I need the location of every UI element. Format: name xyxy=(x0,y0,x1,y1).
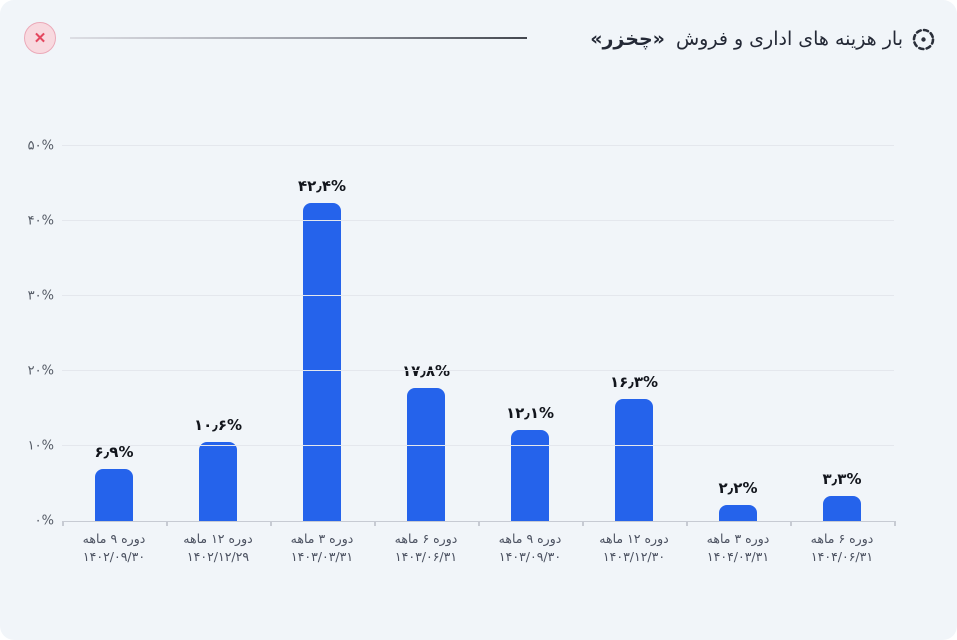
x-category-label: دوره ۶ ماهه ۱۴۰۳/۰۶/۳۱ xyxy=(374,530,478,566)
x-category-label: دوره ۹ ماهه ۱۴۰۳/۰۹/۳۰ xyxy=(478,530,582,566)
y-tick-label: ۴۰% xyxy=(27,213,54,229)
plot-area: ۶٫۹% ۱۰٫۶% ۴۲٫۴% ۱۷٫۸% ۱۲٫۱% ۱۶٫۳% ۲٫۲% ۳٫۳% xyxy=(62,145,896,526)
x-category-date: ۱۴۰۴/۰۶/۳۱ xyxy=(810,549,874,565)
x-category-period: دوره ۹ ماهه xyxy=(498,531,562,546)
x-category-date: ۱۴۰۴/۰۳/۳۱ xyxy=(706,549,770,565)
x-category-period: دوره ۱۲ ماهه xyxy=(599,531,669,546)
chart-header: بار هزینه های اداری و فروش «چخزر» xyxy=(590,22,937,56)
bar[interactable] xyxy=(511,430,549,521)
title-ticker: «چخزر» xyxy=(590,28,665,50)
bar-value-label: ۱۰٫۶% xyxy=(193,415,243,434)
bar-columns: ۶٫۹% ۱۰٫۶% ۴۲٫۴% ۱۷٫۸% ۱۲٫۱% ۱۶٫۳% ۲٫۲% ۳٫۳% xyxy=(62,146,894,521)
bar-value-label: ۴۲٫۴% xyxy=(297,177,347,195)
x-tick-mark xyxy=(790,521,792,526)
x-category-date: ۱۴۰۲/۱۲/۲۹ xyxy=(186,549,250,565)
y-tick-label: ۱۰% xyxy=(27,438,54,454)
dashed-circle-target-icon xyxy=(912,28,935,50)
x-category-label: دوره ۶ ماهه ۱۴۰۴/۰۶/۳۱ xyxy=(790,530,894,566)
x-category-date: ۱۴۰۳/۰۳/۳۱ xyxy=(290,549,354,565)
bar-value-label: ۲٫۲% xyxy=(718,478,758,497)
x-category-label: دوره ۳ ماهه ۱۴۰۴/۰۳/۳۱ xyxy=(686,530,790,566)
x-category-label: دوره ۱۲ ماهه ۱۴۰۳/۱۲/۳۰ xyxy=(582,530,686,566)
x-category-period: دوره ۳ ماهه xyxy=(706,531,770,546)
x-tick-mark xyxy=(686,521,688,526)
x-category-label: دوره ۱۲ ماهه ۱۴۰۲/۱۲/۲۹ xyxy=(166,530,270,566)
x-category-period: دوره ۶ ماهه xyxy=(810,531,874,546)
x-close-icon: ✕ xyxy=(33,29,47,47)
bar-value-label: ۳٫۳% xyxy=(822,470,862,489)
bar[interactable] xyxy=(719,504,757,521)
y-axis-labels: ۰% ۱۰% ۲۰% ۳۰% ۴۰% ۵۰% xyxy=(0,139,54,529)
x-tick-mark xyxy=(270,521,272,526)
bar-column: ۲٫۲% xyxy=(686,146,790,521)
bar-value-label: ۶٫۹% xyxy=(94,443,134,462)
bar-column: ۶٫۹% xyxy=(62,146,166,521)
x-tick-mark xyxy=(478,521,480,526)
bar-value-label: ۱۲٫۱% xyxy=(505,404,555,423)
x-category-period: دوره ۳ ماهه xyxy=(290,531,354,546)
bar-column: ۳٫۳% xyxy=(790,146,894,521)
page-title: بار هزینه های اداری و فروش «چخزر» xyxy=(590,28,903,50)
close-button[interactable]: ✕ xyxy=(24,22,56,54)
y-tick-label: ۰% xyxy=(34,513,54,529)
bar-column: ۱۰٫۶% xyxy=(166,146,270,521)
bar-column: ۴۲٫۴% xyxy=(270,146,374,521)
x-axis-labels: دوره ۹ ماهه ۱۴۰۲/۰۹/۳۰ دوره ۱۲ ماهه ۱۴۰۲/۱۲… xyxy=(62,530,894,566)
x-category-period: دوره ۹ ماهه xyxy=(82,531,146,546)
x-category-date: ۱۴۰۳/۰۶/۳۱ xyxy=(394,549,458,565)
header-divider xyxy=(70,37,527,39)
bar[interactable] xyxy=(199,441,237,521)
y-tick-label: ۲۰% xyxy=(27,363,54,379)
bar[interactable] xyxy=(615,398,653,521)
gridline xyxy=(62,295,894,296)
x-category-label: دوره ۳ ماهه ۱۴۰۳/۰۳/۳۱ xyxy=(270,530,374,566)
x-category-period: دوره ۶ ماهه xyxy=(394,531,458,546)
bar-column: ۱۲٫۱% xyxy=(478,146,582,521)
y-tick-label: ۵۰% xyxy=(27,138,54,154)
bar[interactable] xyxy=(95,469,133,521)
bar-column: ۱۷٫۸% xyxy=(374,146,478,521)
x-tick-mark xyxy=(62,521,64,526)
bar-column: ۱۶٫۳% xyxy=(582,146,686,521)
bar[interactable] xyxy=(823,496,861,521)
x-tick-mark xyxy=(894,521,896,526)
bar-value-label: ۱۶٫۳% xyxy=(609,372,659,391)
gridline xyxy=(62,445,894,446)
x-tick-mark xyxy=(374,521,376,526)
bar[interactable] xyxy=(303,203,341,521)
title-main: بار هزینه های اداری و فروش xyxy=(675,28,903,50)
x-tick-mark xyxy=(166,521,168,526)
gridline xyxy=(62,145,894,146)
bar[interactable] xyxy=(407,387,445,521)
gridline xyxy=(62,370,894,371)
x-category-date: ۱۴۰۲/۰۹/۳۰ xyxy=(82,549,146,565)
x-category-date: ۱۴۰۳/۱۲/۳۰ xyxy=(602,549,666,565)
x-category-period: دوره ۱۲ ماهه xyxy=(183,531,253,546)
x-tick-mark xyxy=(582,521,584,526)
x-category-date: ۱۴۰۳/۰۹/۳۰ xyxy=(498,549,562,565)
x-category-label: دوره ۹ ماهه ۱۴۰۲/۰۹/۳۰ xyxy=(62,530,166,566)
y-tick-label: ۳۰% xyxy=(27,288,54,304)
gridline xyxy=(62,220,894,221)
